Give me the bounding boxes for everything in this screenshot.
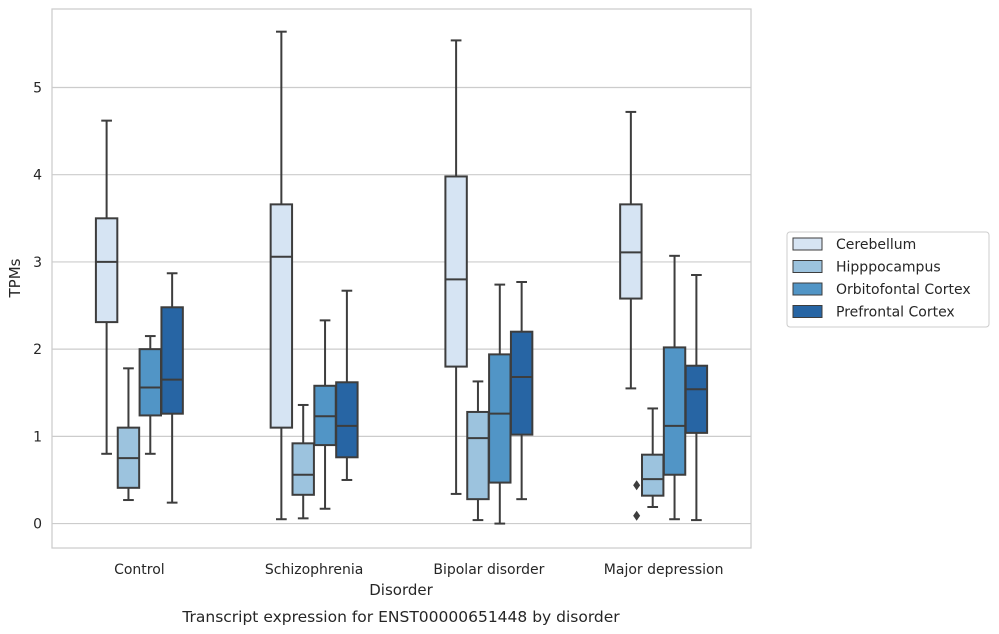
box-iqr xyxy=(94,217,119,324)
x-tick-label: Bipolar disorder xyxy=(433,562,544,578)
x-tick-label: Major depression xyxy=(604,562,724,578)
outlier-point xyxy=(633,510,641,521)
chart-caption: Transcript expression for ENST0000065144… xyxy=(181,608,620,626)
box-iqr xyxy=(335,381,359,459)
box xyxy=(619,110,643,390)
box xyxy=(94,119,119,455)
y-tick-label: 1 xyxy=(33,429,42,445)
x-axis-label: Disorder xyxy=(369,581,433,599)
y-tick-label: 4 xyxy=(33,168,42,184)
box xyxy=(138,335,163,455)
box-groups xyxy=(94,30,709,525)
box xyxy=(662,254,687,521)
box-iqr xyxy=(640,453,665,497)
box-iqr xyxy=(466,410,490,501)
legend-swatch xyxy=(792,305,823,318)
legend-label: Cerebellum xyxy=(836,237,916,253)
box xyxy=(488,283,512,525)
legend-swatch xyxy=(792,282,823,296)
box-iqr xyxy=(662,346,687,476)
box xyxy=(160,272,184,504)
box-iqr xyxy=(488,353,512,484)
y-tick-labels: 0 1 2 3 4 5 xyxy=(33,80,42,532)
category-group xyxy=(269,30,359,521)
outlier-point xyxy=(633,480,641,491)
box xyxy=(509,280,534,501)
box xyxy=(269,30,294,521)
legend: Cerebellum Hipppocampus Orbitofontal Corte… xyxy=(786,231,990,328)
y-tick-label: 2 xyxy=(33,342,42,358)
box-iqr xyxy=(509,330,534,436)
box xyxy=(313,319,337,510)
box xyxy=(684,274,709,522)
x-tick-labels: Control Schizophrenia Bipolar disorder Majo… xyxy=(114,562,723,578)
box xyxy=(116,367,141,502)
box-iqr xyxy=(269,203,294,429)
box xyxy=(466,380,490,522)
box-iqr xyxy=(138,348,163,417)
y-axis-label: TPMs xyxy=(6,258,24,298)
legend-label: Orbitofontal Cortex xyxy=(836,282,971,298)
x-tick-label: Schizophrenia xyxy=(265,562,363,578)
box xyxy=(633,407,665,521)
legend-items: Cerebellum Hipppocampus Orbitofontal Corte… xyxy=(792,237,971,321)
y-tick-label: 5 xyxy=(33,80,42,96)
box-iqr xyxy=(684,364,709,434)
y-tick-label: 3 xyxy=(33,255,42,271)
legend-label: Prefrontal Cortex xyxy=(836,305,955,321)
box xyxy=(335,289,359,481)
y-tick-label: 0 xyxy=(33,517,42,533)
category-group xyxy=(444,39,534,525)
legend-label: Hipppocampus xyxy=(836,260,941,276)
box-iqr xyxy=(291,442,315,496)
legend-swatch xyxy=(792,237,823,251)
box-iqr xyxy=(444,175,468,368)
box-iqr xyxy=(160,306,184,415)
legend-swatch xyxy=(792,260,823,273)
x-tick-label: Control xyxy=(114,562,165,578)
legend-frame xyxy=(786,231,990,328)
category-group xyxy=(619,110,709,522)
plot-frame xyxy=(51,8,752,549)
box xyxy=(444,39,468,495)
category-group xyxy=(94,119,184,504)
box xyxy=(291,403,315,520)
